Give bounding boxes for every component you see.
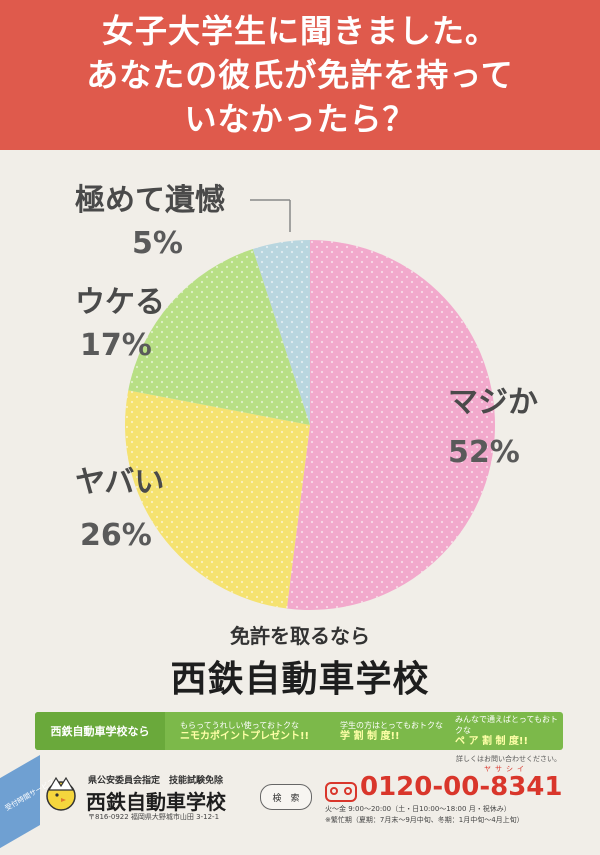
tagline-school: 西鉄自動車学校 [170, 659, 430, 700]
slice-majika-texture [286, 240, 496, 610]
free-dial-icon [325, 782, 357, 802]
promo-seg3-small: みんなで通えばとってもおトクな [455, 715, 558, 735]
label-majika: マジか [448, 385, 538, 420]
search-button[interactable]: 検 索 [260, 784, 312, 810]
slice-kiwamete-texture [252, 240, 310, 425]
promo-segment-gakuwari: 学生の方はとってもおトクな 学 割 制 度!! [340, 712, 450, 750]
title-line-2: あなたの彼氏が免許を持って [86, 56, 514, 94]
promo-seg2-big: 学 割 制 度!! [340, 730, 400, 742]
footer-designation: 県公安委員会指定 技能試験免除 [88, 776, 224, 786]
pct-kiwamete: 5% [132, 226, 183, 261]
pct-majika: 52% [448, 435, 520, 470]
hours-line-1: 火～金 9:00～20:00（土・日10:00～18:00 月・祝休み） [325, 805, 511, 813]
promo-seg2-small: 学生の方はとってもおトクな [340, 720, 443, 730]
promo-seg1-big: ニモカポイントプレゼント!! [180, 730, 310, 742]
promo-seg1-small: もらってうれしい使っておトクな [180, 720, 299, 730]
tagline-lead: 免許を取るなら [230, 624, 370, 648]
promo-first: 西鉄自動車学校なら [35, 712, 165, 750]
title-banner: 女子大学生に聞きました。 あなたの彼氏が免許を持って いなかったら？ [0, 0, 600, 150]
footer-address: 〒816-0922 福岡県大野城市山田 3-12-1 [88, 813, 220, 821]
label-yabai: ヤバい [75, 465, 164, 500]
label-ukeru: ウケる [75, 285, 165, 320]
promo-bar: 西鉄自動車学校なら もらってうれしい使っておトクな ニモカポイントプレゼント!!… [35, 712, 563, 750]
label-kiwamete: 極めて遺憾 [75, 183, 225, 218]
slice-yabai-texture [125, 390, 310, 609]
title-line-3: いなかったら？ [184, 100, 416, 138]
promo-seg3-big: ペ ア 割 制 度!! [455, 736, 529, 747]
promo-segment-pair: みんなで通えばとってもおトクな ペ ア 割 制 度!! [455, 712, 563, 750]
pct-ukeru: 17% [80, 328, 152, 363]
promo-segment-nimoca: もらってうれしい使っておトクな ニモカポイントプレゼント!! [180, 712, 330, 750]
hours-line-2: ※繁忙期（夏期：7月末～9月中旬、冬期：1月中旬～4月上旬） [325, 816, 524, 824]
chick-logo-icon [46, 776, 76, 811]
phone-number[interactable]: 0120-00-8341 [360, 772, 563, 802]
footer-school-name: 西鉄自動車学校 [86, 790, 226, 814]
slice-ukeru-texture [128, 249, 310, 425]
pct-yabai: 26% [80, 518, 152, 553]
title-line-1: 女子大学生に聞きました。 [101, 12, 498, 50]
phone-kana: ヤサシイ [484, 765, 528, 773]
promo-note: 詳しくはお問い合わせください。 [456, 755, 561, 763]
pie-chart: 極めて遺憾 5% ウケる 17% ヤバい 26% マジか 52% [75, 183, 538, 610]
